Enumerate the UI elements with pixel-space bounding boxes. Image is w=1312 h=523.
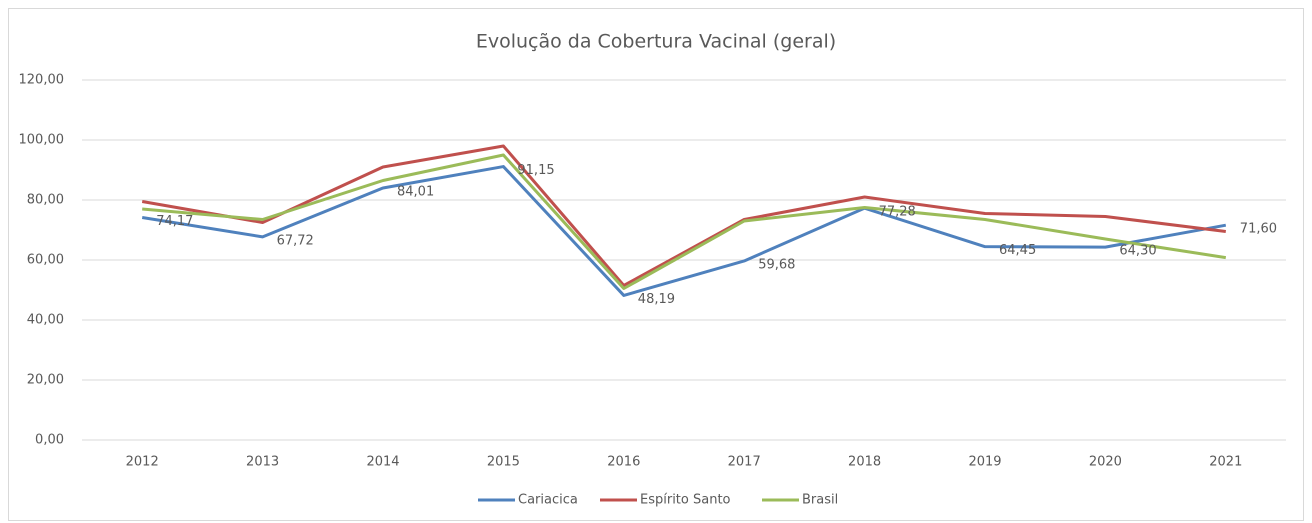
x-tick-label: 2012 xyxy=(126,455,159,470)
y-tick-label: 20,00 xyxy=(27,373,64,388)
chart-frame xyxy=(8,8,1304,521)
data-label: 48,19 xyxy=(638,292,675,307)
x-tick-label: 2017 xyxy=(728,455,761,470)
series-line xyxy=(142,153,1227,290)
data-label: 59,68 xyxy=(758,257,795,272)
x-tick-label: 2019 xyxy=(968,455,1001,470)
legend-label: Brasil xyxy=(802,493,838,508)
legend-label: Cariacica xyxy=(518,493,578,508)
y-tick-label: 0,00 xyxy=(35,433,64,448)
y-tick-label: 80,00 xyxy=(27,193,64,208)
data-label: 77,28 xyxy=(879,205,916,220)
data-label: 74,17 xyxy=(156,214,193,229)
y-tick-label: 60,00 xyxy=(27,253,64,268)
x-tick-label: 2013 xyxy=(246,455,279,470)
chart-title: Evolução da Cobertura Vacinal (geral) xyxy=(476,31,836,53)
x-tick-label: 2016 xyxy=(607,455,640,470)
x-tick-label: 2018 xyxy=(848,455,881,470)
x-tick-label: 2021 xyxy=(1209,455,1242,470)
x-tick-label: 2014 xyxy=(366,455,399,470)
y-tick-label: 40,00 xyxy=(27,313,64,328)
y-tick-label: 100,00 xyxy=(19,133,65,148)
x-tick-label: 2015 xyxy=(487,455,520,470)
y-tick-label: 120,00 xyxy=(19,73,65,88)
x-tick-label: 2020 xyxy=(1089,455,1122,470)
data-label: 91,15 xyxy=(517,163,554,178)
series-line xyxy=(141,165,1227,297)
data-label: 71,60 xyxy=(1240,222,1277,237)
data-label: 64,45 xyxy=(999,243,1036,258)
data-label: 67,72 xyxy=(277,233,314,248)
data-label: 64,30 xyxy=(1119,244,1156,259)
legend-label: Espírito Santo xyxy=(640,493,731,508)
series-line xyxy=(141,144,1226,287)
data-label: 84,01 xyxy=(397,184,434,199)
